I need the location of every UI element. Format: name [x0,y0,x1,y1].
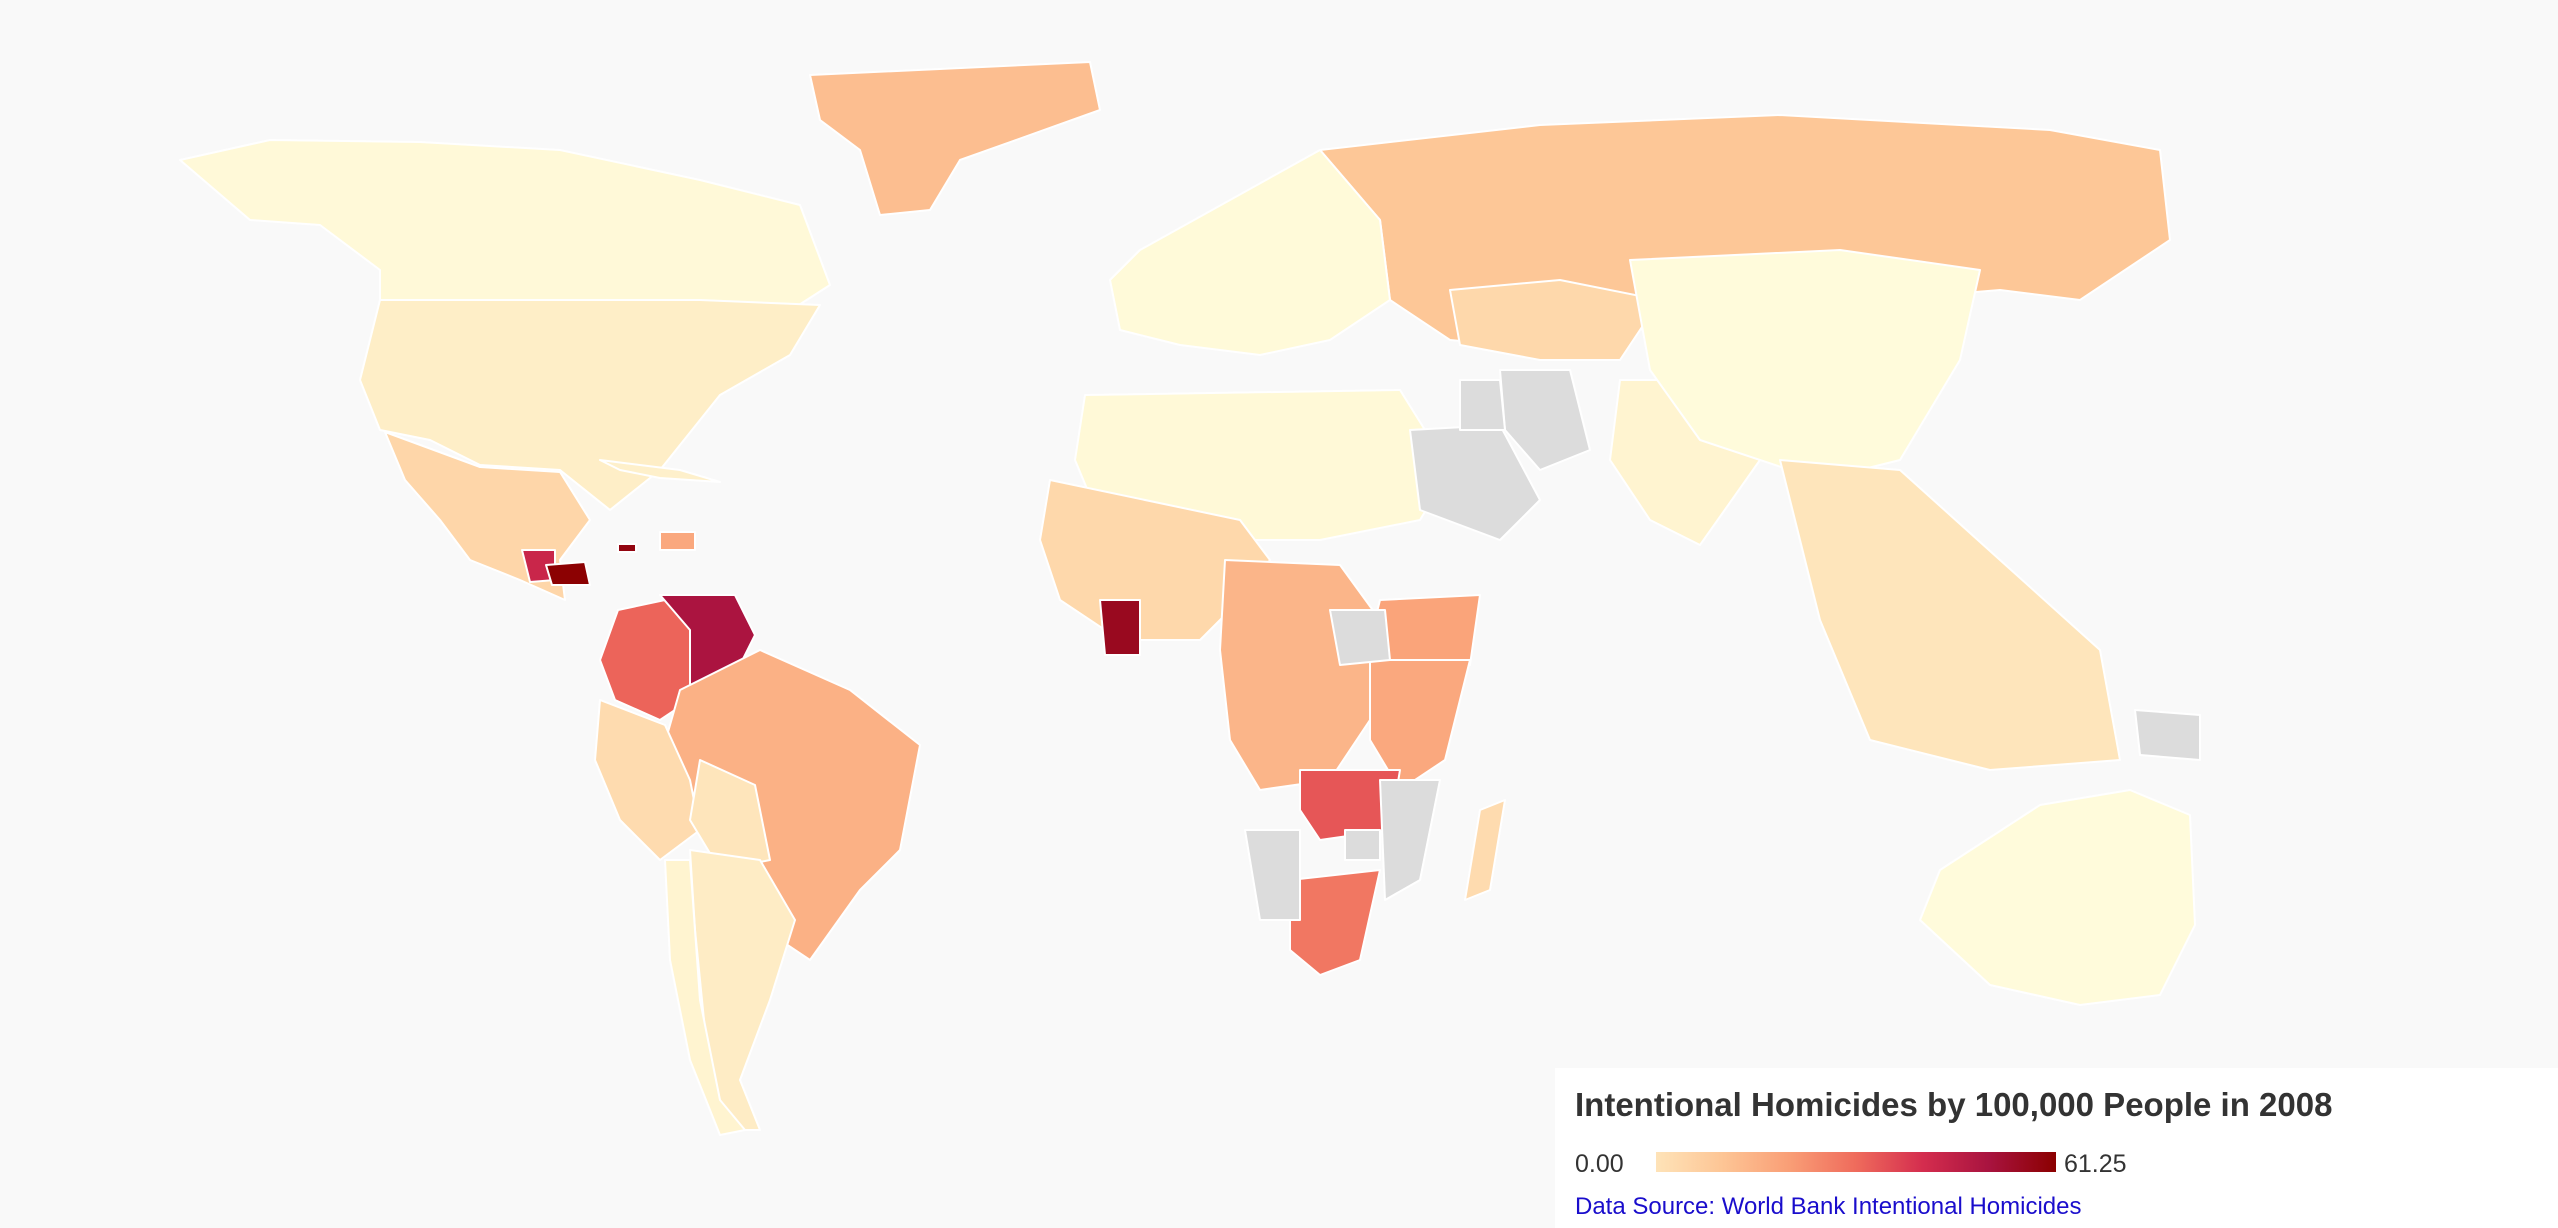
region-east-africa[interactable]: East Africa [1369,659,1471,791]
region-mozambique-no-data[interactable]: Mozambique [1379,779,1441,901]
region-southeast-asia[interactable]: Southeast Asia [1779,459,2121,771]
legend-panel: Intentional Homicides by 100,000 People … [1555,1068,2558,1228]
region-greenland[interactable]: Greenland [809,61,1101,216]
region-honduras[interactable]: Honduras [545,561,591,586]
legend-title: Intentional Homicides by 100,000 People … [1575,1086,2333,1123]
data-source-link[interactable]: Data Source: World Bank Intentional Homi… [1575,1193,2082,1220]
legend-color-scale [1656,1152,2056,1172]
region-madagascar[interactable]: Madagascar [1464,799,1506,901]
region-europe[interactable]: Europe [1109,149,1391,356]
region-zimbabwe-no-data[interactable]: Zimbabwe [1344,829,1381,861]
region-iraq-no-data[interactable]: Iraq [1459,379,1506,431]
region-peru[interactable]: Peru [594,699,701,861]
region-papua-new-guinea-no-data[interactable]: Papua New Guinea [2134,709,2201,761]
region-south-sudan-no-data[interactable]: South Sudan [1329,609,1391,666]
region-cote-d-ivoire[interactable]: Cote d'Ivoire [1099,599,1141,656]
legend-max-label: 61.25 [2064,1150,2127,1178]
region-kazakhstan[interactable]: Kazakhstan [1449,279,1661,361]
region-north-africa[interactable]: North Africa [1074,389,1451,541]
region-west-africa[interactable]: West Africa [1039,479,1271,641]
region-chile[interactable]: Chile [664,859,746,1136]
region-china[interactable]: China [1629,249,1981,481]
region-united-states[interactable]: United States [359,299,821,511]
region-namibia-no-data[interactable]: Namibia [1244,829,1301,921]
region-south-africa[interactable]: South Africa [1289,869,1381,976]
region-central-africa[interactable]: Central Africa [1219,559,1381,791]
region-cuba[interactable]: Cuba [599,459,721,483]
region-dominican-republic[interactable]: Dominican Republic [659,531,696,551]
legend-min-label: 0.00 [1575,1150,1624,1178]
region-jamaica[interactable]: Jamaica [617,543,637,553]
region-australia[interactable]: Australia [1919,789,2196,1006]
region-argentina[interactable]: Argentina [689,849,796,1131]
